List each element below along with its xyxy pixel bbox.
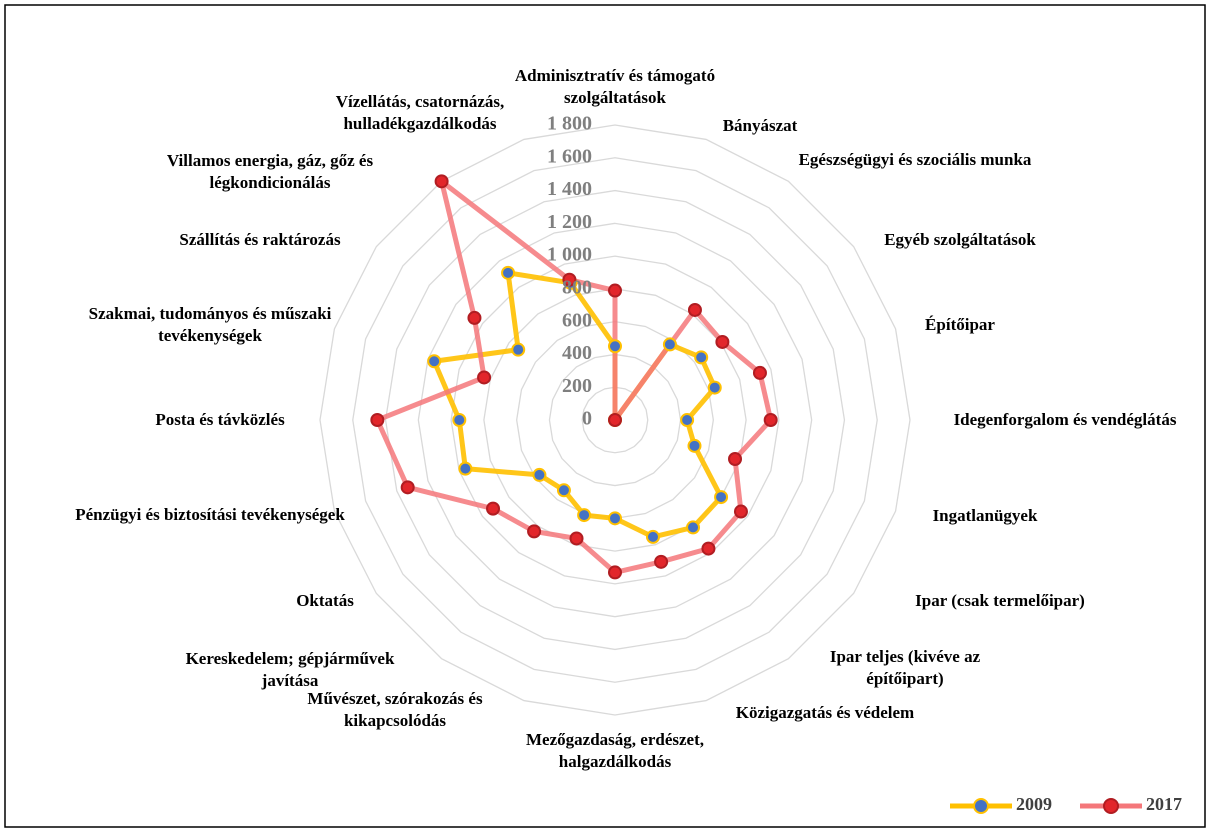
data-point (477, 370, 492, 385)
legend-marker (973, 798, 989, 814)
data-point (427, 354, 442, 369)
data-point (728, 451, 743, 466)
category-label: Bányászat (722, 116, 798, 135)
data-point (752, 365, 767, 380)
category-label: Villamos energia, gáz, gőz és légkondici… (166, 151, 374, 192)
legend-label: 2009 (1016, 794, 1052, 814)
category-label: Oktatás (296, 591, 354, 610)
y-tick-label: 1 000 (547, 244, 592, 266)
category-label: Művészet, szórakozás és kikapcsolódás (307, 689, 483, 730)
data-point (562, 272, 577, 287)
data-point (467, 310, 482, 325)
category-label: Pénzügyi és biztosítási tevékenységek (75, 505, 345, 524)
data-point (707, 380, 722, 395)
grid-ring (450, 255, 780, 585)
data-point (532, 467, 547, 482)
category-label: Építőipar (925, 315, 995, 334)
data-point (680, 413, 695, 427)
category-label: Idegenforgalom és vendéglátás (953, 410, 1177, 429)
data-point (733, 504, 748, 519)
data-point (511, 342, 526, 357)
legend-marker (1103, 798, 1119, 814)
y-tick-label: 200 (562, 375, 592, 397)
y-tick-label: 800 (562, 276, 592, 298)
data-point (608, 565, 622, 580)
y-tick-label: 1 600 (547, 145, 592, 167)
data-point (527, 524, 542, 539)
data-point (694, 350, 709, 365)
category-label: Posta és távközlés (155, 410, 285, 429)
category-label: Szállítás és raktározás (179, 230, 341, 249)
data-point (400, 480, 415, 495)
data-point (686, 520, 701, 535)
legend-label: 2017 (1146, 794, 1182, 814)
grid-ring (548, 353, 682, 487)
grid-ring (483, 288, 747, 552)
data-point (434, 174, 449, 189)
data-point (701, 541, 716, 556)
y-tick-label: 1 800 (547, 113, 592, 135)
category-label: Közigazgatás és védelem (735, 703, 915, 722)
category-label: Egészségügyi és szociális munka (798, 150, 1032, 169)
grid-ring (352, 157, 878, 683)
data-point (687, 302, 702, 317)
data-point (458, 461, 473, 476)
data-point (715, 334, 730, 349)
data-point (452, 413, 467, 427)
data-point (608, 413, 622, 427)
y-tick-label: 400 (562, 342, 592, 364)
category-label: Kereskedelem; gépjárművek javítása (185, 649, 395, 690)
data-point (556, 483, 571, 498)
data-point (608, 511, 622, 526)
grid-ring (319, 124, 911, 716)
grid-ring (417, 222, 813, 618)
data-point (501, 265, 516, 280)
y-tick-label: 1 400 (547, 178, 592, 200)
grid-ring (384, 189, 846, 651)
category-label: Mezőgazdaság, erdészet, halgazdálkodás (526, 730, 704, 771)
data-point (486, 501, 501, 516)
data-point (763, 413, 778, 427)
data-point (608, 339, 622, 354)
category-label: Ipar teljes (kivéve az építőipart) (829, 647, 981, 688)
category-label: Adminisztratív és támogató szolgáltatáso… (514, 66, 716, 107)
y-tick-label: 1 200 (547, 211, 592, 233)
category-label: Szakmai, tudományos és műszaki tevékenys… (88, 304, 332, 345)
data-point (662, 337, 677, 352)
data-point (569, 531, 584, 546)
data-point (714, 490, 729, 505)
y-tick-label: 600 (562, 309, 592, 331)
frame (4, 4, 1206, 828)
category-label: Vízellátás, csatornázás, hulladékgazdálk… (335, 92, 505, 133)
grid-ring (581, 386, 649, 454)
data-point (654, 554, 669, 569)
y-tick-label: 0 (582, 408, 592, 430)
category-label: Egyéb szolgáltatások (884, 230, 1036, 249)
data-point (608, 283, 622, 298)
data-point (687, 438, 702, 453)
data-point (645, 529, 660, 544)
data-point (577, 508, 592, 523)
data-point (370, 413, 385, 427)
category-label: Ipar (csak termelőipar) (915, 591, 1085, 610)
category-label: Ingatlanügyek (932, 506, 1038, 525)
